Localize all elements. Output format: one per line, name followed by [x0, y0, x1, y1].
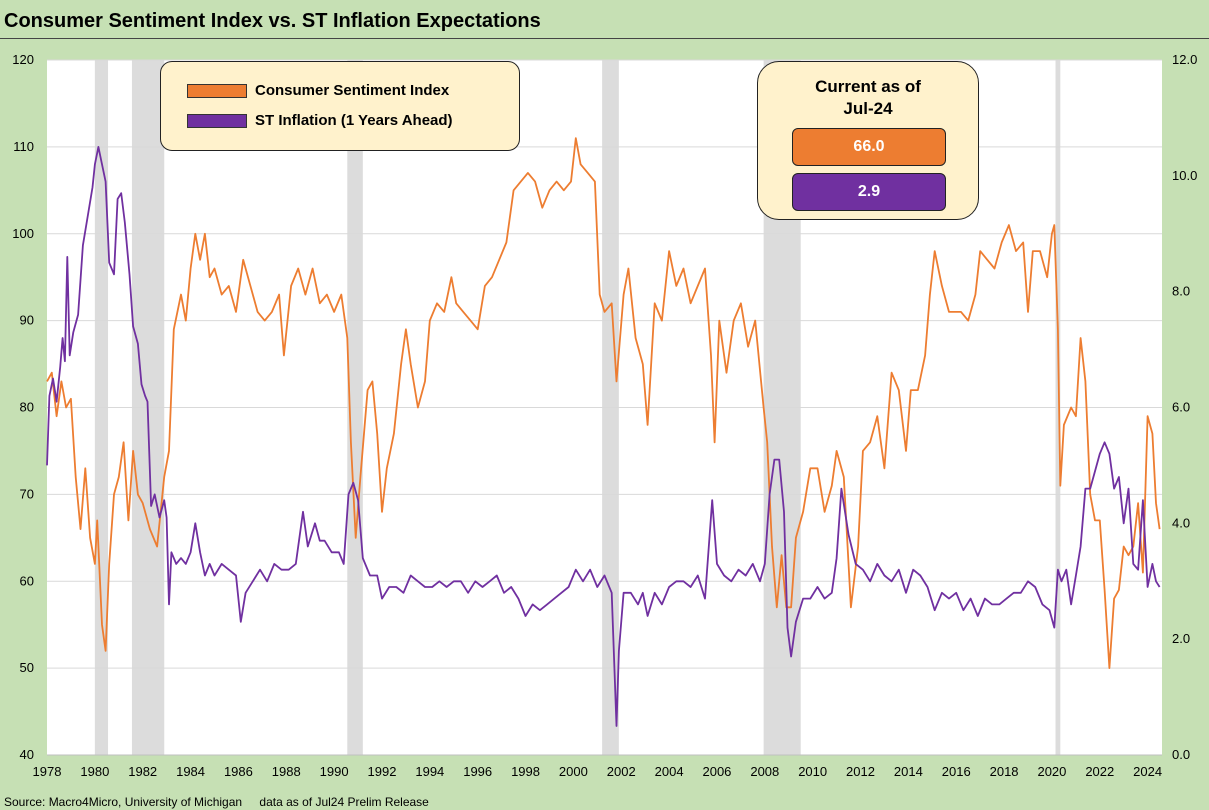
x-tick-label: 1992: [368, 764, 397, 779]
x-tick-label: 2006: [702, 764, 731, 779]
current-title-line1: Current as of: [815, 77, 921, 96]
x-tick-label: 1994: [415, 764, 444, 779]
x-tick-label: 2010: [798, 764, 827, 779]
y-right-tick-label: 4.0: [1172, 515, 1190, 530]
y-right-tick-label: 12.0: [1172, 52, 1197, 67]
y-left-tick-label: 60: [20, 573, 34, 588]
chart-title: Consumer Sentiment Index vs. ST Inflatio…: [4, 10, 541, 32]
legend-item-inflation: ST Inflation (1 Years Ahead): [187, 112, 453, 129]
x-tick-label: 1984: [176, 764, 205, 779]
y-left-tick-label: 100: [12, 226, 34, 241]
y-left-tick-label: 40: [20, 747, 34, 762]
x-tick-label: 1986: [224, 764, 253, 779]
current-title-date: Jul-24: [843, 99, 893, 118]
source-text: Source: Macro4Micro, University of Michi…: [4, 795, 243, 809]
title-divider: [0, 38, 1209, 39]
y-right-tick-label: 6.0: [1172, 400, 1190, 415]
legend-swatch-inflation: [187, 113, 247, 128]
y-left-tick-label: 90: [20, 313, 34, 328]
legend-label-sentiment: Consumer Sentiment Index: [255, 82, 450, 99]
axis-ticks: 40 50 60 70 80 90 100 110 120 0.0 2.0 4.0 6.0 8.0 10.0…: [12, 52, 1197, 779]
y-right-tick-label: 2.0: [1172, 631, 1190, 646]
x-tick-label: 1978: [33, 764, 62, 779]
legend-label-inflation: ST Inflation (1 Years Ahead): [255, 112, 453, 129]
y-right-tick-label: 0.0: [1172, 747, 1190, 762]
gridlines: [47, 59, 1162, 756]
series-lines: [46, 137, 1161, 727]
current-values-box: Current as of Jul-24 66.0 2.9: [757, 61, 979, 220]
y-left-tick-label: 110: [13, 139, 34, 154]
y-right-tick-label: 8.0: [1172, 284, 1190, 299]
x-tick-label: 2024: [1133, 764, 1162, 779]
y-right-tick-label: 10.0: [1172, 168, 1197, 183]
x-tick-label: 1982: [128, 764, 157, 779]
x-tick-label: 2002: [607, 764, 636, 779]
y-left-tick-label: 80: [20, 400, 34, 415]
sentiment-line: [46, 137, 1161, 669]
legend: Consumer Sentiment Index ST Inflation (1…: [160, 61, 520, 151]
current-title: Current as of Jul-24: [758, 76, 978, 120]
x-tick-label: 1980: [80, 764, 109, 779]
x-tick-label: 2022: [1085, 764, 1114, 779]
source-note: Source: Macro4Micro, University of Michi…: [4, 795, 443, 809]
y-left-tick-label: 70: [20, 486, 34, 501]
x-tick-label: 2004: [655, 764, 684, 779]
x-tick-label: 1988: [272, 764, 301, 779]
data-note: data as of Jul24 Prelim Release: [259, 795, 429, 809]
legend-swatch-sentiment: [187, 83, 247, 98]
x-tick-label: 2008: [750, 764, 779, 779]
x-tick-label: 2016: [942, 764, 971, 779]
x-tick-label: 1998: [511, 764, 540, 779]
x-tick-label: 2012: [846, 764, 875, 779]
current-sentiment-value: 66.0: [792, 128, 946, 166]
x-tick-label: 1990: [320, 764, 349, 779]
legend-item-sentiment: Consumer Sentiment Index: [187, 82, 449, 99]
x-tick-label: 2014: [894, 764, 923, 779]
x-tick-label: 2020: [1037, 764, 1066, 779]
current-inflation-value: 2.9: [792, 173, 946, 211]
y-left-tick-label: 50: [20, 660, 34, 675]
inflation-line: [46, 145, 1161, 727]
x-tick-label: 2000: [559, 764, 588, 779]
y-left-tick-label: 120: [12, 52, 34, 67]
x-tick-label: 2018: [990, 764, 1019, 779]
x-tick-label: 1996: [463, 764, 492, 779]
